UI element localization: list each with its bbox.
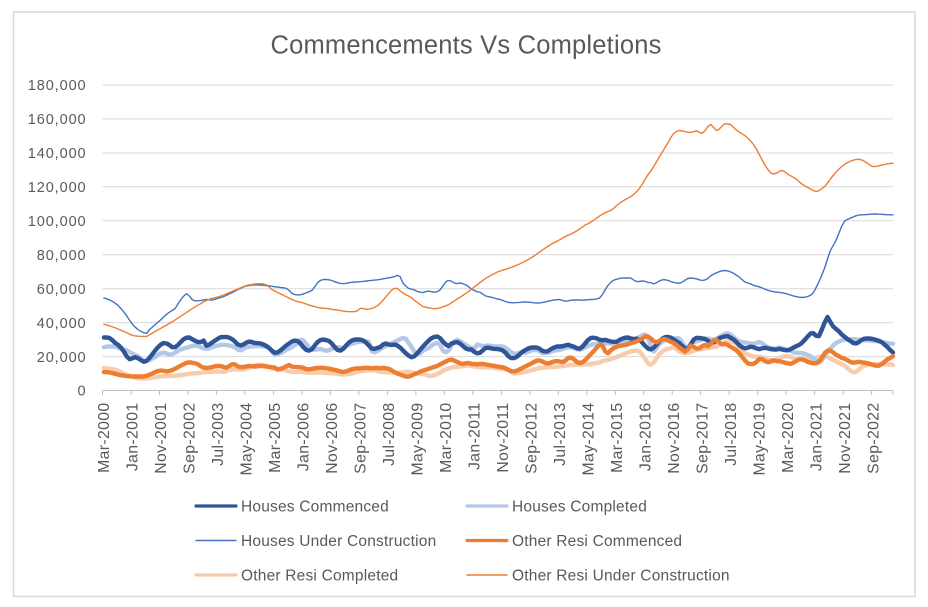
svg-text:Mar-2010: Mar-2010 xyxy=(438,403,455,473)
svg-text:Jul-2013: Jul-2013 xyxy=(552,403,569,466)
svg-text:Mar-2000: Mar-2000 xyxy=(96,403,113,473)
svg-text:Jan-2021: Jan-2021 xyxy=(808,403,825,472)
svg-text:May-2004: May-2004 xyxy=(239,403,256,476)
svg-text:Nov-2001: Nov-2001 xyxy=(153,403,170,474)
svg-text:Other Resi Commenced: Other Resi Commenced xyxy=(512,533,682,550)
svg-text:May-2019: May-2019 xyxy=(751,403,768,476)
svg-text:Jul-2008: Jul-2008 xyxy=(381,403,398,466)
svg-text:Sep-2007: Sep-2007 xyxy=(353,403,370,474)
svg-text:May-2014: May-2014 xyxy=(580,403,597,476)
svg-text:80,000: 80,000 xyxy=(37,248,87,264)
svg-text:Jan-2006: Jan-2006 xyxy=(296,403,313,472)
svg-text:Sep-2017: Sep-2017 xyxy=(694,403,711,474)
svg-text:Sep-2002: Sep-2002 xyxy=(182,403,199,474)
svg-text:120,000: 120,000 xyxy=(28,180,87,196)
svg-text:40,000: 40,000 xyxy=(37,316,87,332)
svg-text:Houses Commenced: Houses Commenced xyxy=(241,498,389,515)
svg-text:Houses Under Construction: Houses Under Construction xyxy=(241,533,436,550)
svg-text:Mar-2020: Mar-2020 xyxy=(780,403,797,473)
svg-text:Nov-2011: Nov-2011 xyxy=(495,403,512,473)
svg-text:Mar-2005: Mar-2005 xyxy=(267,403,284,473)
svg-text:160,000: 160,000 xyxy=(28,112,87,128)
svg-text:Nov-2021: Nov-2021 xyxy=(837,403,854,474)
svg-text:May-2009: May-2009 xyxy=(410,403,427,476)
svg-text:Jan-2016: Jan-2016 xyxy=(637,403,654,472)
svg-text:60,000: 60,000 xyxy=(37,282,87,298)
svg-text:100,000: 100,000 xyxy=(28,214,87,230)
svg-text:Jan-2011: Jan-2011 xyxy=(466,403,483,471)
svg-text:Commencements Vs Completions: Commencements Vs Completions xyxy=(270,32,661,60)
svg-text:Nov-2016: Nov-2016 xyxy=(666,403,683,474)
svg-text:Houses Completed: Houses Completed xyxy=(512,498,647,515)
svg-text:140,000: 140,000 xyxy=(28,146,87,162)
svg-text:Nov-2006: Nov-2006 xyxy=(324,403,341,474)
svg-text:Jul-2018: Jul-2018 xyxy=(723,403,740,466)
svg-text:Other Resi Completed: Other Resi Completed xyxy=(241,567,398,584)
svg-text:Mar-2015: Mar-2015 xyxy=(609,403,626,473)
svg-text:20,000: 20,000 xyxy=(37,350,87,366)
svg-text:Jan-2001: Jan-2001 xyxy=(125,403,142,472)
svg-text:Sep-2022: Sep-2022 xyxy=(865,403,882,474)
svg-text:Sep-2012: Sep-2012 xyxy=(523,403,540,474)
svg-text:Other Resi Under Construction: Other Resi Under Construction xyxy=(512,567,730,584)
svg-text:0: 0 xyxy=(78,384,87,400)
svg-text:Jul-2003: Jul-2003 xyxy=(210,403,227,466)
svg-text:180,000: 180,000 xyxy=(28,78,87,94)
